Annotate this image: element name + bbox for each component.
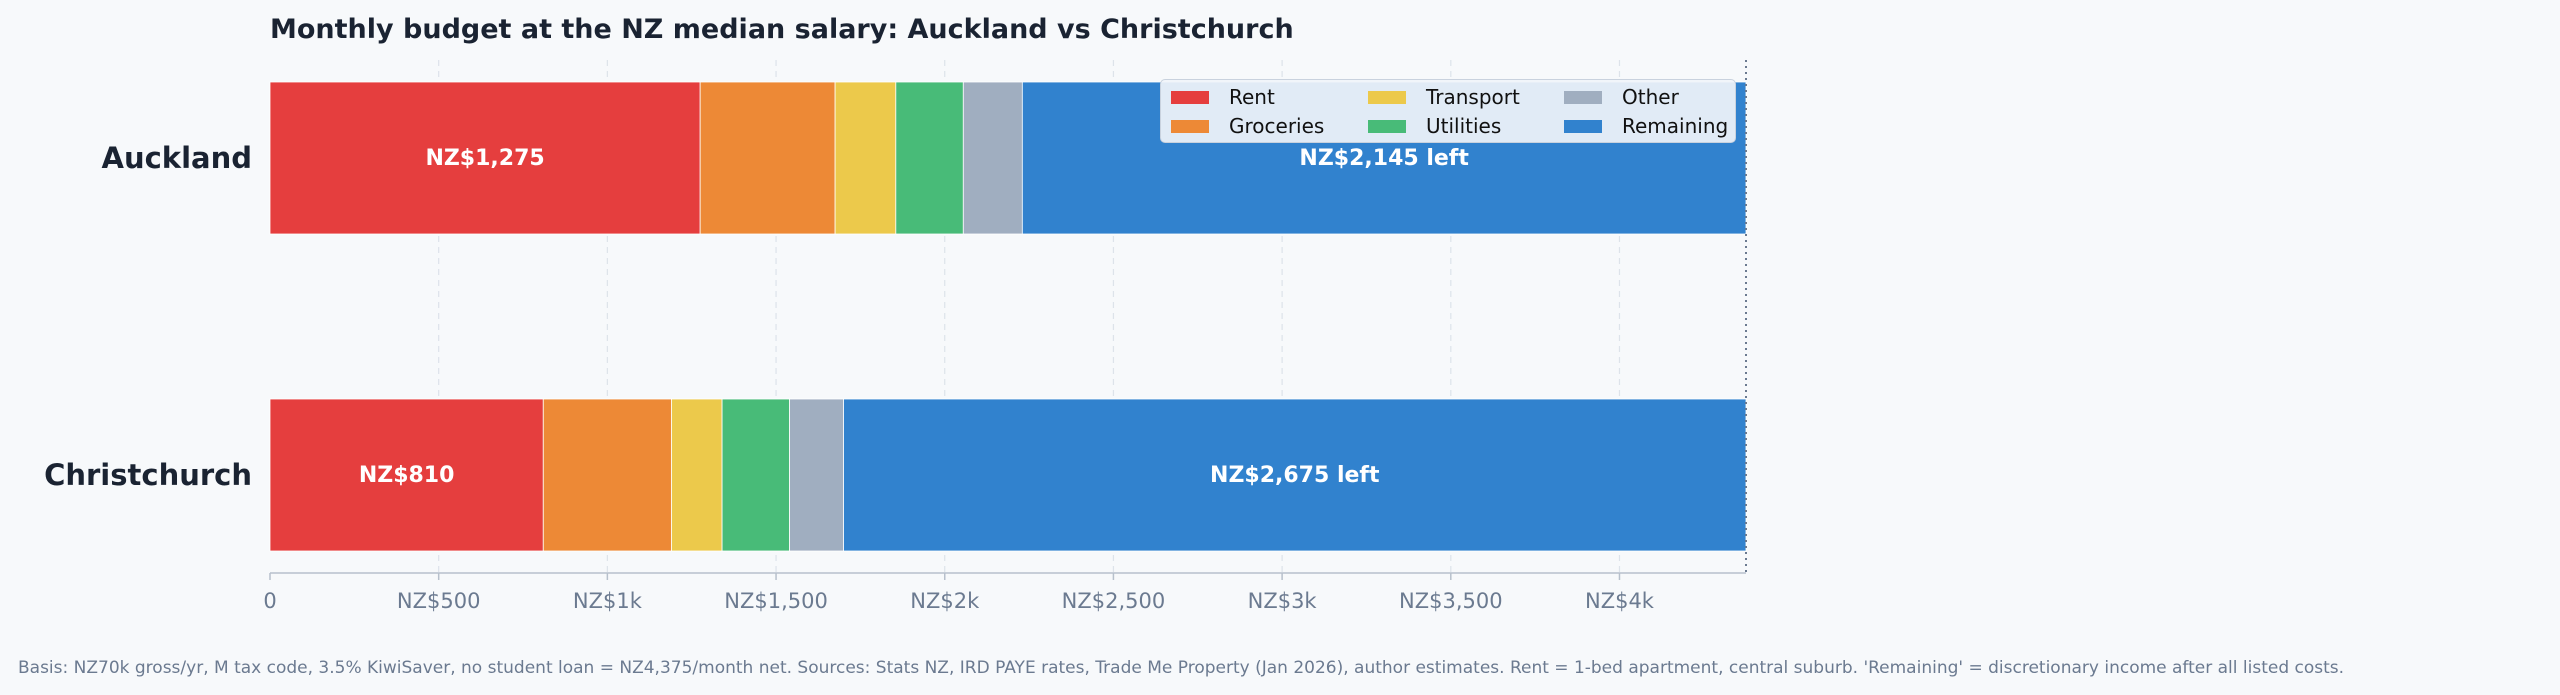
bar-segment-utilities-auckland	[895, 81, 964, 235]
legend-label: Remaining	[1622, 114, 1729, 138]
x-tick-label: NZ$3,500	[1399, 589, 1503, 613]
legend-swatch	[1368, 119, 1406, 133]
x-tick-label: NZ$1,500	[724, 589, 828, 613]
chart-footnote: Basis: NZ70k gross/yr, M tax code, 3.5% …	[18, 658, 2345, 678]
legend-swatch	[1171, 90, 1209, 104]
bar-segment-transport-auckland	[834, 81, 897, 235]
legend-swatch	[1564, 90, 1602, 104]
legend-item-other: Other	[1564, 85, 1679, 109]
category-label: Auckland	[102, 141, 252, 175]
legend-item-groceries: Groceries	[1171, 114, 1324, 138]
bar-segment-remaining-christchurch	[843, 398, 1747, 552]
bar-segment-other-auckland	[962, 81, 1023, 235]
chart-title: Monthly budget at the NZ median salary: …	[270, 14, 1294, 45]
x-tick-label: NZ$3k	[1248, 589, 1318, 613]
x-tick-label: NZ$2k	[910, 589, 980, 613]
bar-segment-groceries-auckland	[699, 81, 836, 235]
category-label: Christchurch	[44, 458, 252, 492]
bar-segment-rent-auckland	[269, 81, 701, 235]
legend-item-utilities: Utilities	[1368, 114, 1501, 138]
bar-segment-rent-christchurch	[269, 398, 544, 552]
legend-item-remaining: Remaining	[1564, 114, 1728, 138]
legend-label: Utilities	[1426, 114, 1502, 138]
legend-swatch	[1171, 119, 1209, 133]
chart-legend: Rent Groceries Transport Utilities Other Rema…	[1160, 79, 1736, 143]
x-tick-label: 0	[263, 589, 276, 613]
legend-label: Groceries	[1229, 114, 1325, 138]
bar-label-rent: NZ$810	[359, 463, 455, 488]
bar-segment-other-christchurch	[789, 398, 844, 552]
legend-item-transport: Transport	[1368, 85, 1520, 109]
legend-item-rent: Rent	[1171, 85, 1275, 109]
legend-swatch	[1368, 90, 1406, 104]
x-tick-label: NZ$1k	[573, 589, 643, 613]
bar-segment-utilities-christchurch	[721, 398, 790, 552]
x-tick-label: NZ$500	[397, 589, 481, 613]
bar-label-remaining: NZ$2,145 left	[1299, 146, 1469, 171]
legend-swatch	[1564, 119, 1602, 133]
bar-label-rent: NZ$1,275	[425, 146, 544, 171]
bar-segment-transport-christchurch	[671, 398, 723, 552]
legend-label: Transport	[1426, 85, 1520, 109]
x-tick-label: NZ$2,500	[1062, 589, 1166, 613]
bar-label-remaining: NZ$2,675 left	[1210, 463, 1380, 488]
x-tick-label: NZ$4k	[1585, 589, 1655, 613]
legend-label: Rent	[1229, 85, 1275, 109]
legend-label: Other	[1622, 85, 1679, 109]
bar-segment-groceries-christchurch	[542, 398, 672, 552]
